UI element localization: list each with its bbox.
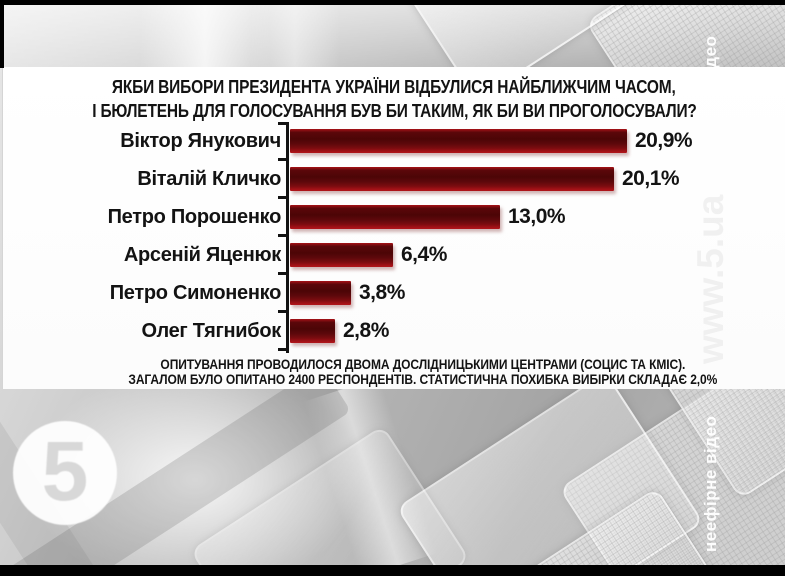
axis-tick [278, 234, 287, 237]
frame-bar-top [0, 0, 785, 5]
chart-axis [286, 122, 289, 353]
candidate-bar [290, 243, 393, 267]
chart-row: Віктор Янукович 20,9% [3, 122, 785, 160]
axis-tick [278, 348, 287, 351]
candidate-label: Віктор Янукович [120, 130, 281, 152]
poll-question: ЯКБИ ВИБОРИ ПРЕЗИДЕНТА УКРАЇНИ ВІДБУЛИСЯ… [3, 76, 785, 124]
candidate-label: Віталій Кличко [137, 168, 281, 190]
candidate-label: Олег Тягнибок [141, 320, 281, 342]
backdrop-streak [140, 5, 270, 69]
backdrop-streak [250, 5, 340, 69]
candidate-bar [290, 281, 351, 305]
axis-tick [278, 310, 287, 313]
survey-footnote-line2: ЗАГАЛОМ БУЛО ОПИТАНО 2400 РЕСПОНДЕНТІВ. … [128, 372, 717, 387]
poll-question-line1: ЯКБИ ВИБОРИ ПРЕЗИДЕНТА УКРАЇНИ ВІДБУЛИСЯ… [112, 77, 676, 97]
chart-row: Петро Порошенко 13,0% [3, 198, 785, 236]
offair-watermark-bottom: неефірне відео [701, 415, 720, 552]
chart-row: Олег Тягнибок 2,8% [3, 312, 785, 350]
survey-footnote-line1: ОПИТУВАННЯ ПРОВОДИЛОСЯ ДВОМА ДОСЛІДНИЦЬК… [160, 357, 685, 372]
poll-panel: ЯКБИ ВИБОРИ ПРЕЗИДЕНТА УКРАЇНИ ВІДБУЛИСЯ… [2, 67, 785, 389]
axis-tick [278, 196, 287, 199]
survey-footnote: ОПИТУВАННЯ ПРОВОДИЛОСЯ ДВОМА ДОСЛІДНИЦЬК… [31, 357, 785, 387]
chart-row: Віталій Кличко 20,1% [3, 160, 785, 198]
candidate-value: 13,0% [508, 205, 566, 228]
candidate-bar [290, 205, 500, 229]
chart-row: Арсеній Яценюк 6,4% [3, 236, 785, 274]
candidate-label: Петро Порошенко [107, 206, 282, 228]
candidate-value: 3,8% [359, 281, 405, 304]
candidate-bar [290, 319, 335, 343]
candidate-label: Петро Симоненко [109, 282, 282, 304]
axis-tick [278, 272, 287, 275]
candidate-value: 20,9% [635, 129, 693, 152]
chart-row: Петро Симоненко 3,8% [3, 274, 785, 312]
candidate-bar [290, 129, 627, 153]
frame-bar-left [0, 0, 4, 68]
axis-tick [278, 122, 287, 125]
poll-question-line2: І БЮЛЕТЕНЬ ДЛЯ ГОЛОСУВАННЯ БУВ БИ ТАКИМ,… [91, 101, 697, 121]
bar-chart: Віктор Янукович 20,9% Віталій Кличко 20,1% П… [3, 122, 785, 353]
channel5-logo-digit: 5 [41, 424, 89, 518]
candidate-value: 20,1% [622, 167, 680, 190]
candidate-bar [290, 167, 614, 191]
candidate-value: 2,8% [343, 319, 389, 342]
website-watermark: www.5.ua [690, 194, 731, 364]
axis-tick [278, 158, 287, 161]
candidate-value: 6,4% [401, 243, 447, 266]
frame-bar-bottom [0, 565, 785, 576]
channel5-logo: 5 [13, 421, 117, 525]
candidate-label: Арсеній Яценюк [123, 244, 281, 266]
